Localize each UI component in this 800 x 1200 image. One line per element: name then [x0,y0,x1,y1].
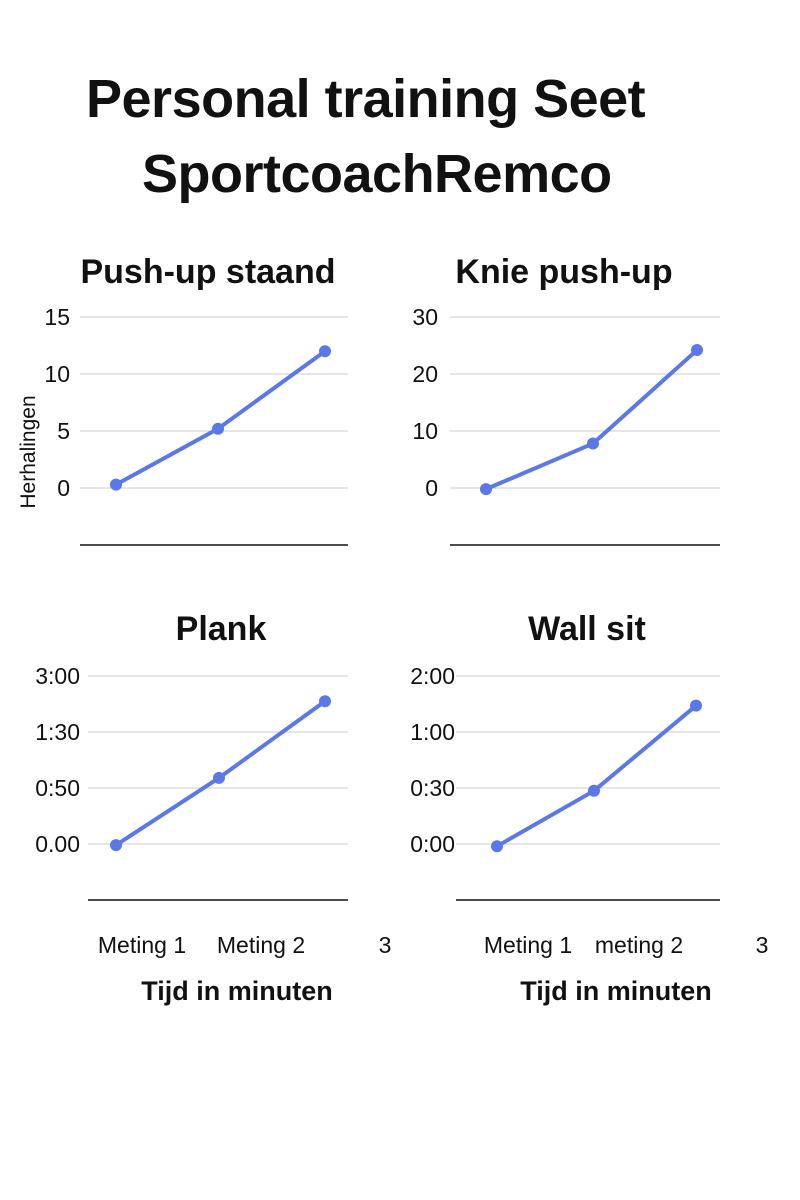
x-tick-label: 3 [756,932,769,958]
x-tick-label: 3 [379,932,392,958]
x-axis-label: Tijd in minuten [141,976,333,1006]
data-point [319,695,331,708]
page-title: Personal training Seet SportcoachRemco [86,62,766,212]
data-point [480,483,492,496]
x-tick-label: Meting 2 [217,932,305,958]
page-title-line1: Personal training Seet [86,69,646,129]
data-point [587,437,599,450]
y-axis-label: Herhalingen [17,395,40,508]
x-tick-label: Meting 1 [484,932,572,958]
chart-title: Push-up staand [80,253,335,291]
y-tick-label: 0 [57,475,70,501]
y-tick-label: 3:00 [35,663,80,689]
y-tick-label: 10 [412,418,438,444]
data-point [319,345,331,358]
y-tick-label: 2:00 [410,663,455,689]
y-tick-label: 0:30 [410,775,455,801]
y-tick-label: 5 [57,418,70,444]
x-tick-label: Meting 1 [98,932,186,958]
series-line [495,703,698,849]
series-line [484,348,699,492]
y-tick-label: 1:00 [410,719,455,745]
chart-title: Plank [176,610,267,648]
data-point [213,771,225,784]
y-tick-label: 15 [44,304,70,330]
data-point [110,478,122,491]
data-point [691,344,703,357]
page-title-line2: SportcoachRemco [142,144,612,204]
y-tick-label: 0:50 [35,775,80,801]
y-tick-label: 20 [412,361,438,387]
y-tick-label: 0 [425,475,438,501]
data-point [690,699,702,712]
chart-title: Knie push-up [455,253,672,291]
y-tick-label: 0:00 [410,831,455,857]
data-point [491,840,503,853]
data-point [212,422,224,435]
y-tick-label: 0.00 [35,831,80,857]
data-point [588,784,600,797]
x-axis-label: Tijd in minuten [520,976,712,1006]
x-tick-label: meting 2 [595,932,683,958]
chart-title: Wall sit [528,610,646,648]
y-tick-label: 1:30 [35,719,80,745]
y-tick-label: 10 [44,361,70,387]
y-tick-label: 30 [412,304,438,330]
data-point [110,839,122,852]
series-line [114,349,327,487]
